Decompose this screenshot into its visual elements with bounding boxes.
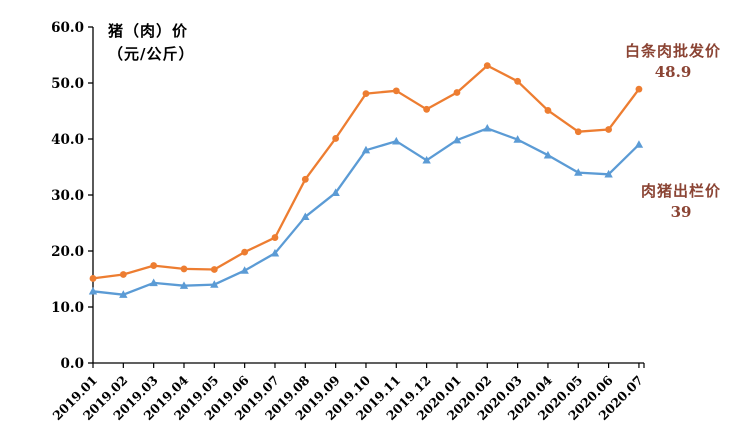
wholesale-data-point xyxy=(423,105,431,113)
farmgate-data-point xyxy=(574,168,583,176)
wholesale-data-point xyxy=(453,89,461,96)
wholesale-annotation-label: 白条肉批发价 xyxy=(624,42,721,60)
farmgate-annotation-label: 肉猪出栏价 xyxy=(640,182,721,200)
wholesale-data-point xyxy=(574,128,582,136)
farmgate-data-point xyxy=(88,286,98,295)
farmgate-data-point xyxy=(270,248,280,257)
wholesale-data-point xyxy=(150,262,158,269)
wholesale-data-point xyxy=(635,85,643,93)
wholesale-data-point xyxy=(362,90,370,98)
farmgate-data-point xyxy=(331,188,340,196)
farmgate-data-point xyxy=(392,136,401,145)
wholesale-data-point xyxy=(605,126,613,133)
wholesale-data-point xyxy=(392,87,400,95)
farmgate-data-point xyxy=(634,140,644,148)
farmgate-data-point xyxy=(179,281,189,289)
wholesale-data-point xyxy=(119,271,127,278)
y-tick-label: 0.0 xyxy=(61,356,85,372)
wholesale-price-line xyxy=(91,64,641,280)
wholesale-data-point xyxy=(514,77,522,85)
wholesale-data-point xyxy=(210,266,218,273)
farmgate-data-point xyxy=(543,150,553,159)
wholesale-data-point xyxy=(271,234,279,241)
y-tick-label: 60.0 xyxy=(51,20,84,36)
farmgate-data-point xyxy=(149,278,158,287)
chart-title: 猪（肉）价 （元/公斤） xyxy=(108,20,194,66)
wholesale-data-point xyxy=(483,62,491,70)
wholesale-data-point xyxy=(180,265,188,273)
chart-title-line2: （元/公斤） xyxy=(108,45,195,63)
farmgate-data-point xyxy=(513,135,522,143)
chart-title-line1: 猪（肉）价 xyxy=(108,22,189,40)
farmgate-data-point xyxy=(422,155,431,164)
farmgate-data-point xyxy=(604,169,613,178)
farmgate-data-point xyxy=(119,290,128,298)
farmgate-price-annotation: 肉猪出栏价 39 xyxy=(622,181,740,223)
farmgate-annotation-value: 39 xyxy=(670,203,692,221)
wholesale-data-point xyxy=(241,248,249,256)
farmgate-data-point xyxy=(210,280,219,288)
y-tick-label: 30.0 xyxy=(51,188,84,204)
y-tick-label: 20.0 xyxy=(51,244,84,260)
wholesale-price-annotation: 白条肉批发价 48.9 xyxy=(612,41,734,83)
y-tick-label: 40.0 xyxy=(51,132,84,148)
wholesale-annotation-value: 48.9 xyxy=(654,63,692,81)
farmgate-data-point xyxy=(361,145,371,154)
farmgate-data-point xyxy=(452,135,462,144)
farmgate-data-point xyxy=(301,212,310,221)
wholesale-data-point xyxy=(544,107,552,114)
y-tick-label: 10.0 xyxy=(51,300,84,316)
wholesale-data-point xyxy=(89,275,97,282)
wholesale-data-point xyxy=(301,175,309,183)
farmgate-data-point xyxy=(240,266,249,274)
farmgate-data-point xyxy=(483,123,492,132)
wholesale-data-point xyxy=(332,135,340,142)
y-tick-label: 50.0 xyxy=(51,76,84,92)
